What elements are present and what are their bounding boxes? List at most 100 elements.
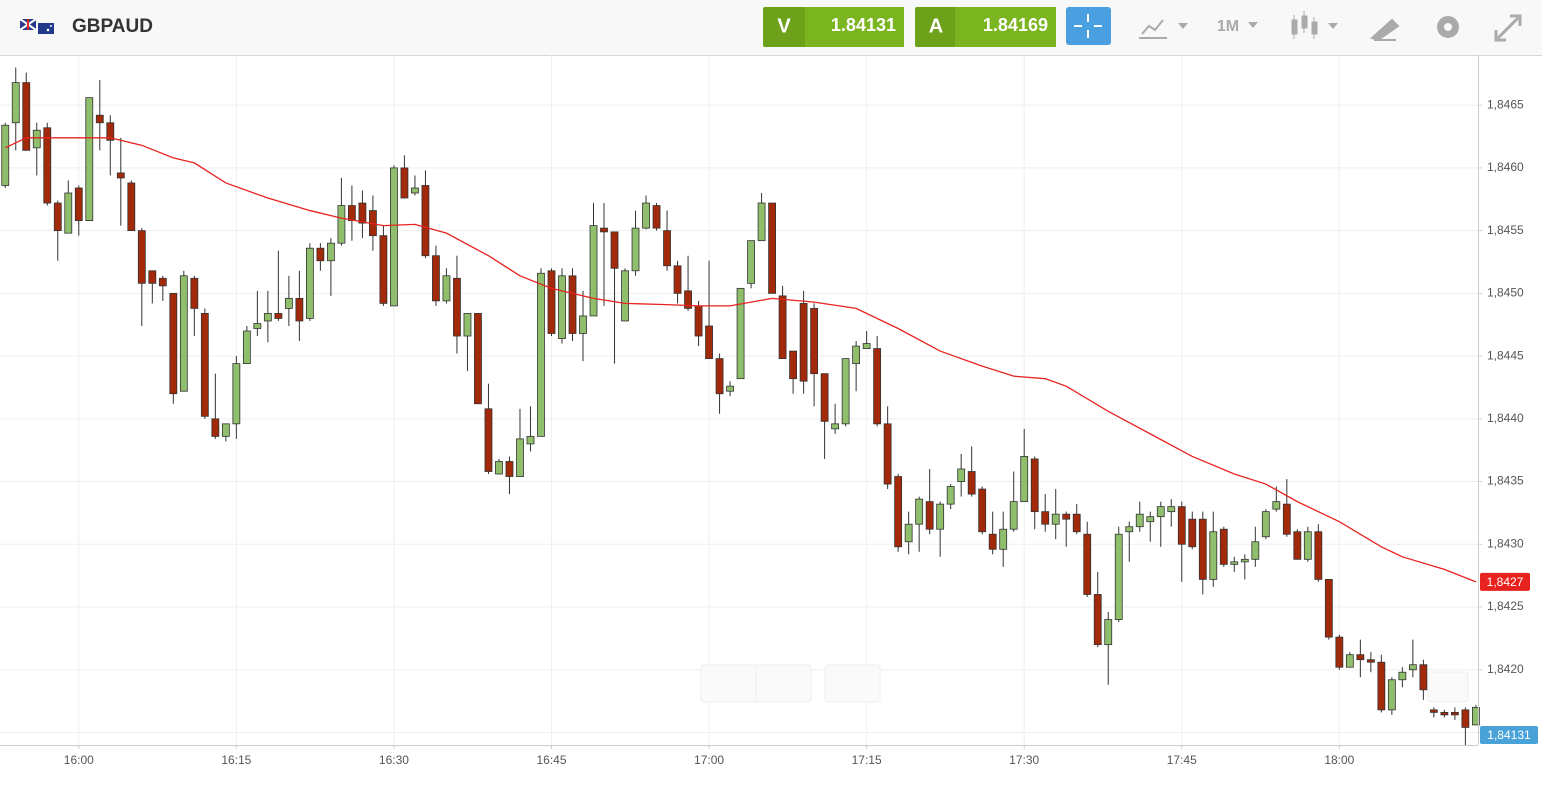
candle-body <box>1303 531 1312 560</box>
candle-body <box>1314 531 1323 580</box>
candle-body <box>1188 518 1197 548</box>
buy-button[interactable]: A 1.84169 <box>915 7 1056 47</box>
candle-body <box>211 418 220 437</box>
sell-label: V <box>777 15 791 37</box>
candle-body <box>694 305 703 337</box>
candle-body <box>1177 506 1186 545</box>
candle-body <box>1104 619 1113 646</box>
candle-body <box>946 486 955 505</box>
candle-body <box>1429 709 1438 713</box>
candle-body <box>432 255 440 302</box>
candle-body <box>936 503 945 530</box>
plot-area <box>0 55 1480 745</box>
candle-body <box>453 277 461 337</box>
candle-body <box>1230 561 1239 565</box>
sell-button[interactable]: V 1.84131 <box>763 7 904 47</box>
y-tick-label: 1,8440 <box>1487 411 1524 425</box>
candle-body <box>1293 531 1302 560</box>
candle-body <box>810 308 819 375</box>
candle-body <box>684 290 692 309</box>
candle-body <box>1072 513 1081 533</box>
x-tick-label: 17:45 <box>1167 753 1197 767</box>
candle-body <box>621 270 629 322</box>
candle-body <box>232 363 241 425</box>
candle-body <box>1 124 10 186</box>
timeframe: 1M <box>1217 18 1239 35</box>
candle-body <box>74 187 83 221</box>
flag-icon <box>19 18 54 34</box>
candle-body <box>1146 516 1155 523</box>
candle-body <box>53 202 62 232</box>
candle-body <box>873 348 882 425</box>
candle-body <box>999 528 1008 550</box>
candle-body <box>484 408 493 472</box>
candle-body <box>85 97 94 222</box>
candle-body <box>957 468 966 482</box>
chart-type-button[interactable] <box>1139 19 1188 39</box>
candle-body <box>106 122 115 141</box>
candle-body <box>705 325 713 359</box>
y-tick-label: 1,8460 <box>1487 160 1524 174</box>
candle-body <box>1419 664 1428 691</box>
candle-body <box>894 476 903 548</box>
y-tick-label: 1,8435 <box>1487 474 1524 488</box>
candle-body <box>1240 558 1249 563</box>
candle-body <box>1471 706 1480 726</box>
candle-body <box>137 230 146 284</box>
candle-body <box>1440 711 1449 716</box>
candle-body <box>673 265 682 294</box>
candle-body <box>43 127 52 204</box>
navigation-buttons <box>700 664 1469 703</box>
candle-body <box>1366 659 1375 663</box>
candle-body <box>358 202 367 224</box>
candle-body <box>32 129 41 149</box>
candle-body <box>747 240 755 284</box>
candle-body <box>463 313 472 337</box>
buy-price: 1.84169 <box>983 15 1048 35</box>
candle-body <box>263 313 272 322</box>
candle-body <box>1450 711 1459 716</box>
candle-body <box>148 270 157 284</box>
candle-body <box>11 82 20 124</box>
candle-body <box>1114 533 1123 620</box>
candle-body <box>1377 661 1386 711</box>
candle-body <box>1198 518 1207 580</box>
candle-body <box>64 192 73 234</box>
moving-average <box>4 137 1477 583</box>
candle-body <box>1156 506 1165 518</box>
candle-body <box>158 277 167 287</box>
candle-body <box>22 82 31 151</box>
candle-body <box>190 277 199 309</box>
candle-style-button[interactable] <box>1291 11 1338 39</box>
timeframe-button[interactable]: 1M <box>1217 18 1258 35</box>
candle-body <box>1335 636 1344 668</box>
x-tick-label: 17:15 <box>852 753 882 767</box>
candle-body <box>852 345 861 365</box>
current-price-tag <box>1480 726 1538 744</box>
x-tick-label: 16:45 <box>536 753 566 767</box>
candle-body <box>579 315 587 334</box>
candle-body <box>253 323 262 329</box>
candle-body <box>1461 709 1470 728</box>
x-tick-label: 16:00 <box>64 753 94 767</box>
symbol: GBPAUD <box>72 16 153 37</box>
candle-body <box>967 471 976 495</box>
candle-body <box>95 114 104 124</box>
drawing-button[interactable] <box>1370 18 1400 42</box>
candle-body <box>831 423 840 430</box>
crosshair-button[interactable] <box>1066 7 1111 45</box>
fullscreen-button[interactable] <box>1494 14 1522 42</box>
candle-body <box>558 275 566 339</box>
candle-body <box>1209 531 1218 580</box>
y-tick-label: 1,8430 <box>1487 536 1524 550</box>
candle-body <box>1062 513 1071 520</box>
candle-body <box>1272 501 1281 510</box>
candle-body <box>1009 501 1018 530</box>
y-tick-label: 1,8465 <box>1487 97 1524 111</box>
candle-body <box>726 385 734 392</box>
candle-body <box>516 438 524 477</box>
y-tick-label: 1,8450 <box>1487 286 1524 300</box>
candle-body <box>326 242 335 262</box>
settings-button[interactable] <box>1437 16 1459 38</box>
